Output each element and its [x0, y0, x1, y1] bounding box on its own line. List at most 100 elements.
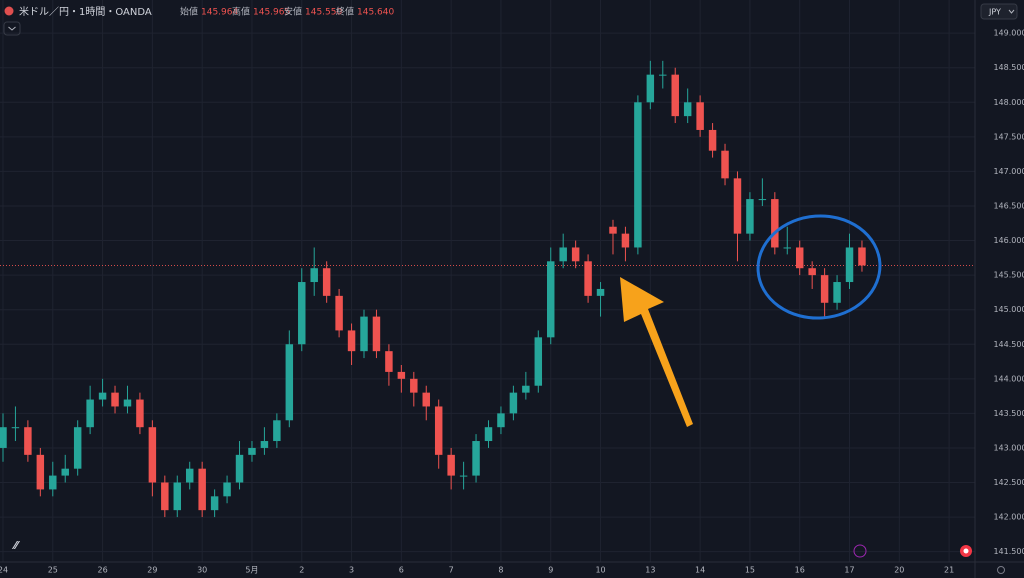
candles	[0, 60, 866, 518]
y-tick-label: 144.500	[993, 340, 1024, 349]
candle-body	[347, 330, 356, 352]
legend-name: 終値	[336, 6, 354, 18]
candle-body	[858, 247, 866, 266]
x-tick-label: 25	[48, 566, 58, 575]
candle-body	[634, 102, 642, 248]
candle-body	[73, 427, 82, 469]
candle-body	[733, 178, 742, 234]
candle-body	[833, 282, 841, 303]
candle-body	[808, 268, 816, 276]
y-tick-label: 142.000	[993, 513, 1024, 522]
candle-body	[148, 427, 157, 483]
circle-annotation	[756, 214, 882, 320]
candle-body	[173, 482, 182, 511]
candle-body	[584, 261, 592, 296]
legend-value: 145.964	[201, 8, 238, 18]
grid	[0, 0, 975, 562]
candle-body	[609, 226, 617, 234]
candle-body	[447, 454, 455, 476]
candle-body	[410, 378, 418, 393]
chart-title: 米ドル／円・1時間・OANDA	[19, 5, 152, 18]
events-button[interactable]	[853, 544, 867, 558]
y-tick-label: 143.000	[993, 443, 1024, 452]
currency-label: JPY	[988, 8, 1001, 17]
legend-name: 安値	[284, 6, 302, 18]
candle-body	[98, 392, 107, 400]
candle-body	[422, 392, 430, 407]
y-tick-label: 144.000	[993, 374, 1024, 383]
y-tick-label: 145.000	[993, 305, 1024, 314]
candle-body	[86, 399, 94, 428]
logo: ⁄⁄	[11, 539, 21, 552]
candle-body	[795, 247, 804, 269]
candle-body	[559, 247, 567, 262]
candle-body	[497, 413, 505, 428]
candle-body	[385, 351, 393, 372]
x-tick-label: 16	[795, 566, 805, 575]
candle-body	[161, 482, 169, 511]
x-tick-label: 10	[595, 566, 605, 575]
y-tick-label: 146.000	[993, 236, 1024, 245]
candle-body	[758, 199, 767, 201]
x-tick-label: 6	[399, 566, 404, 575]
x-tick-label: 8	[498, 566, 503, 575]
candle-body	[61, 468, 69, 476]
x-tick-label: 2	[299, 566, 304, 575]
candle-body	[547, 261, 555, 338]
settings-button[interactable]	[997, 566, 1005, 574]
candle-body	[136, 399, 144, 428]
y-tick-label: 141.500	[993, 547, 1024, 556]
candle-body	[571, 247, 580, 262]
candle-body	[596, 288, 605, 296]
y-tick-label: 148.500	[993, 63, 1024, 72]
candle-body	[708, 129, 717, 151]
legend-value: 145.965	[253, 8, 290, 18]
candle-body	[771, 199, 779, 248]
y-tick-label: 147.500	[993, 132, 1024, 141]
x-tick-label: 30	[197, 566, 207, 575]
candle-body	[434, 406, 443, 455]
candle-body	[845, 247, 854, 283]
candle-body	[0, 427, 7, 448]
x-tick-label: 15	[745, 566, 755, 575]
candle-body	[111, 392, 119, 407]
candle-body	[310, 268, 318, 283]
candle-body	[24, 427, 32, 455]
candle-body	[322, 268, 331, 296]
candle-body	[285, 344, 294, 421]
x-tick-label: 7	[449, 566, 454, 575]
candle-body	[783, 247, 792, 249]
candle-body	[683, 102, 692, 117]
record-dot	[963, 548, 969, 554]
candle-body	[49, 475, 57, 490]
currency-button[interactable]	[980, 3, 1018, 20]
candle-body	[260, 441, 269, 448]
candle-body	[646, 74, 655, 103]
candle-body	[621, 233, 630, 248]
x-tick-label: 24	[0, 566, 8, 575]
candle-body	[360, 316, 368, 352]
candle-body	[484, 427, 493, 442]
candle-body	[534, 337, 543, 386]
candle-body	[509, 392, 518, 414]
candle-body	[273, 420, 281, 442]
collapse-button[interactable]	[3, 21, 21, 36]
candle-body	[210, 496, 219, 511]
legend-name: 始値	[180, 6, 198, 18]
candle-body	[721, 150, 729, 179]
candle-body	[235, 454, 244, 483]
x-tick-label: 5月	[245, 566, 258, 575]
y-tick-label: 142.500	[993, 478, 1024, 487]
candle-body	[397, 371, 406, 379]
candle-body	[372, 316, 381, 352]
candle-body	[123, 399, 132, 407]
x-tick-label: 3	[349, 566, 354, 575]
legend-name: 高値	[232, 6, 250, 18]
candle-body	[472, 441, 480, 476]
candle-body	[820, 275, 829, 303]
y-tick-label: 146.500	[993, 201, 1024, 210]
dropdown-icon	[1008, 9, 1015, 14]
